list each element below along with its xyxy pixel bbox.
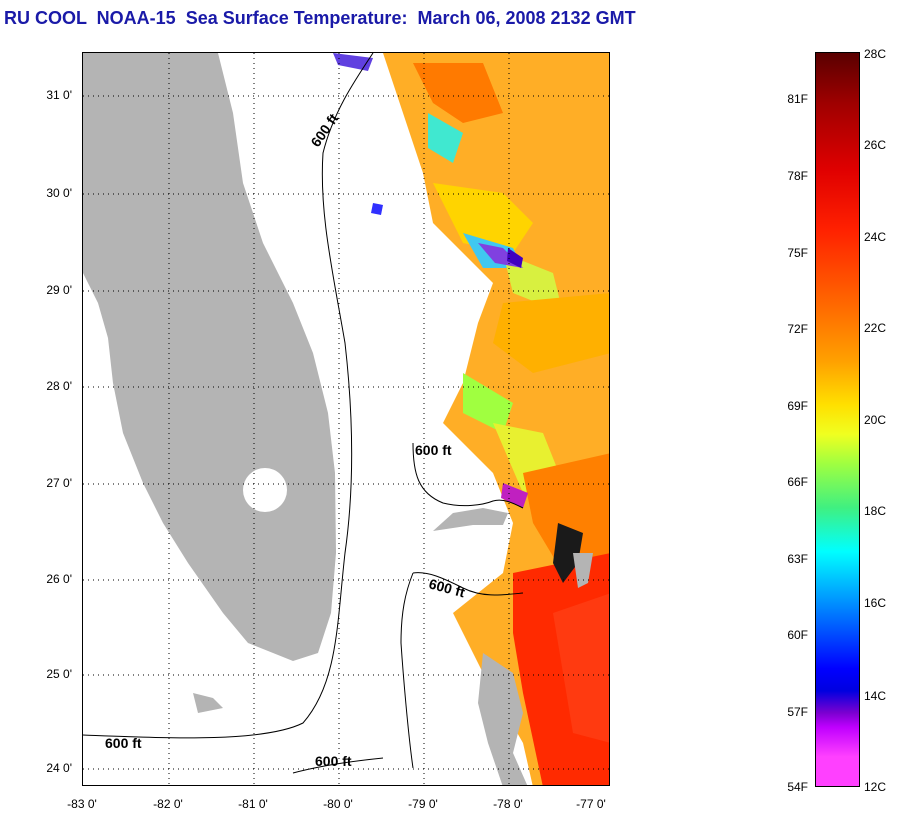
colorbar-f-label: 66F <box>787 475 808 489</box>
lat-label: 27 0' <box>46 476 72 490</box>
colorbar-c-label: 22C <box>864 321 887 335</box>
lat-label: 28 0' <box>46 379 72 393</box>
contour-label: 600 ft <box>415 442 452 458</box>
lat-lon-grid <box>83 53 609 785</box>
lon-label: -80 0' <box>323 797 353 811</box>
sst-data <box>333 53 609 785</box>
colorbar-c-label: 20C <box>864 413 887 427</box>
colorbar-f-label: 69F <box>787 399 808 413</box>
bathymetry-contours <box>83 53 524 774</box>
lat-label: 25 0' <box>46 667 72 681</box>
lon-label: -78 0' <box>493 797 523 811</box>
colorbar-f-label: 75F <box>787 246 808 260</box>
colorbar-c-label: 14C <box>864 689 887 703</box>
lon-label: -82 0' <box>153 797 183 811</box>
temperature-colorbar <box>815 52 860 787</box>
colorbar-f-label: 81F <box>787 92 808 106</box>
lon-label: -83 0' <box>67 797 97 811</box>
lat-label: 26 0' <box>46 572 72 586</box>
lat-label: 30 0' <box>46 186 72 200</box>
colorbar-c-label: 24C <box>864 230 887 244</box>
colorbar-c-label: 26C <box>864 138 887 152</box>
lon-label: -77 0' <box>576 797 606 811</box>
lon-label: -79 0' <box>408 797 438 811</box>
colorbar-f-label: 57F <box>787 705 808 719</box>
contour-label: 600 ft <box>315 753 352 769</box>
colorbar-c-label: 28C <box>864 47 887 61</box>
land-masses <box>83 53 593 785</box>
contour-label: 600 ft <box>307 110 341 149</box>
map-canvas: 600 ft 600 ft 600 ft 600 ft 600 ft <box>83 53 609 785</box>
colorbar-f-label: 54F <box>787 780 808 794</box>
colorbar-f-label: 60F <box>787 628 808 642</box>
colorbar-c-label: 16C <box>864 596 887 610</box>
colorbar-f-label: 78F <box>787 169 808 183</box>
colorbar-f-label: 72F <box>787 322 808 336</box>
colorbar-c-label: 18C <box>864 504 887 518</box>
lat-label: 24 0' <box>46 761 72 775</box>
sst-map: 600 ft 600 ft 600 ft 600 ft 600 ft <box>82 52 610 786</box>
map-title: RU COOL NOAA-15 Sea Surface Temperature:… <box>4 8 636 28</box>
contour-label: 600 ft <box>427 575 467 600</box>
lat-label: 29 0' <box>46 283 72 297</box>
lat-label: 31 0' <box>46 88 72 102</box>
lon-label: -81 0' <box>238 797 268 811</box>
contour-label: 600 ft <box>105 735 142 751</box>
colorbar-f-label: 63F <box>787 552 808 566</box>
colorbar-c-label: 12C <box>864 780 887 794</box>
